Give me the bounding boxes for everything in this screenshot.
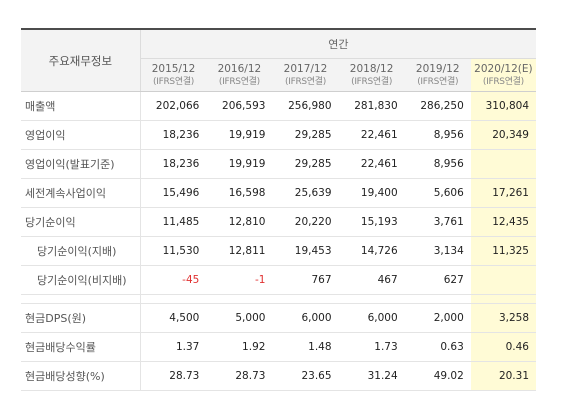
row-label: 영업이익(발표기준) (21, 149, 141, 179)
table-cell: 5,000 (206, 303, 273, 333)
table-row: 현금DPS(원) 4,500 5,000 6,000 6,000 2,000 3… (21, 303, 536, 333)
table-cell: 22,461 (338, 149, 405, 179)
negative-value-cell: -1 (206, 265, 273, 295)
table-cell: 8,956 (404, 149, 471, 179)
table-cell: 627 (404, 265, 471, 295)
table-cell: 206,593 (206, 91, 273, 121)
table-cell: 3,761 (404, 207, 471, 237)
table-cell: 20,220 (272, 207, 339, 237)
table-cell: 29,285 (272, 149, 339, 179)
table-cell: 29,285 (272, 120, 339, 150)
financial-summary-table: 주요재무정보 연간 2015/12 (IFRS연결) 2016/12 (IFRS연결… (21, 28, 536, 391)
table-cell: 12,810 (206, 207, 273, 237)
table-cell: 16,598 (206, 178, 273, 208)
column-header: 2016/12 (IFRS연결) (206, 58, 273, 92)
estimate-cell: 11,325 (470, 236, 536, 266)
negative-value-cell: -45 (140, 265, 207, 295)
table-cell: 6,000 (272, 303, 339, 333)
table-cell: 281,830 (338, 91, 405, 121)
column-header: 2015/12 (IFRS연결) (140, 58, 207, 92)
estimate-cell: 20.31 (470, 361, 536, 391)
table-cell: 49.02 (404, 361, 471, 391)
table-cell: 1.92 (206, 332, 273, 362)
table-cell: 28.73 (140, 361, 207, 391)
table-cell: 0.63 (404, 332, 471, 362)
table-cell: 467 (338, 265, 405, 295)
table-cell: 23.65 (272, 361, 339, 391)
table-row: 영업이익 18,236 19,919 29,285 22,461 8,956 2… (21, 120, 536, 150)
column-header: 2017/12 (IFRS연결) (272, 58, 339, 92)
table-row: 세전계속사업이익 15,496 16,598 25,639 19,400 5,6… (21, 178, 536, 208)
row-label: 당기순이익(비지배) (21, 265, 141, 295)
table-cell: 2,000 (404, 303, 471, 333)
estimate-cell: 12,435 (470, 207, 536, 237)
estimate-cell: 3,258 (470, 303, 536, 333)
row-label: 영업이익 (21, 120, 141, 150)
table-cell: 4,500 (140, 303, 207, 333)
table-row: 당기순이익 11,485 12,810 20,220 15,193 3,761 … (21, 207, 536, 237)
estimate-cell: 17,261 (470, 178, 536, 208)
table-cell: 31.24 (338, 361, 405, 391)
table-cell: 28.73 (206, 361, 273, 391)
estimate-cell (470, 265, 536, 295)
column-header: 2019/12 (IFRS연결) (404, 58, 471, 92)
row-label: 현금배당성향(%) (21, 361, 141, 391)
section-gap (21, 294, 536, 304)
table-cell: 18,236 (140, 120, 207, 150)
table-cell: 15,193 (338, 207, 405, 237)
table-cell: 19,919 (206, 149, 273, 179)
table-cell: 767 (272, 265, 339, 295)
table-cell: 202,066 (140, 91, 207, 121)
row-label: 세전계속사업이익 (21, 178, 141, 208)
table-cell: 8,956 (404, 120, 471, 150)
row-label: 당기순이익(지배) (21, 236, 141, 266)
table-cell: 6,000 (338, 303, 405, 333)
table-cell: 1.48 (272, 332, 339, 362)
table-row: 매출액 202,066 206,593 256,980 281,830 286,… (21, 91, 536, 121)
table-cell: 19,453 (272, 236, 339, 266)
period-group-header: 연간 (140, 28, 536, 59)
table-row: 현금배당성향(%) 28.73 28.73 23.65 31.24 49.02 … (21, 361, 536, 391)
table-title: 주요재무정보 (21, 28, 141, 92)
table-cell: 1.37 (140, 332, 207, 362)
table-cell: 12,811 (206, 236, 273, 266)
table-cell: 18,236 (140, 149, 207, 179)
table-cell: 286,250 (404, 91, 471, 121)
column-header-estimate: 2020/12(E) (IFRS연결) (470, 58, 536, 92)
row-label: 현금DPS(원) (21, 303, 141, 333)
estimate-cell (470, 149, 536, 179)
table-cell: 25,639 (272, 178, 339, 208)
estimate-cell: 0.46 (470, 332, 536, 362)
row-label: 현금배당수익률 (21, 332, 141, 362)
table-cell: 256,980 (272, 91, 339, 121)
table-cell: 11,530 (140, 236, 207, 266)
table-cell: 3,134 (404, 236, 471, 266)
table-cell: 19,919 (206, 120, 273, 150)
table-row: 당기순이익(비지배) -45 -1 767 467 627 (21, 265, 536, 295)
row-label: 매출액 (21, 91, 141, 121)
table-row: 현금배당수익률 1.37 1.92 1.48 1.73 0.63 0.46 (21, 332, 536, 362)
row-label: 당기순이익 (21, 207, 141, 237)
table-cell: 5,606 (404, 178, 471, 208)
estimate-cell: 20,349 (470, 120, 536, 150)
column-header: 2018/12 (IFRS연결) (338, 58, 405, 92)
table-cell: 19,400 (338, 178, 405, 208)
table-cell: 14,726 (338, 236, 405, 266)
table-row: 당기순이익(지배) 11,530 12,811 19,453 14,726 3,… (21, 236, 536, 266)
table-cell: 11,485 (140, 207, 207, 237)
table-row: 영업이익(발표기준) 18,236 19,919 29,285 22,461 8… (21, 149, 536, 179)
estimate-cell: 310,804 (470, 91, 536, 121)
table-cell: 1.73 (338, 332, 405, 362)
table-cell: 15,496 (140, 178, 207, 208)
table-cell: 22,461 (338, 120, 405, 150)
